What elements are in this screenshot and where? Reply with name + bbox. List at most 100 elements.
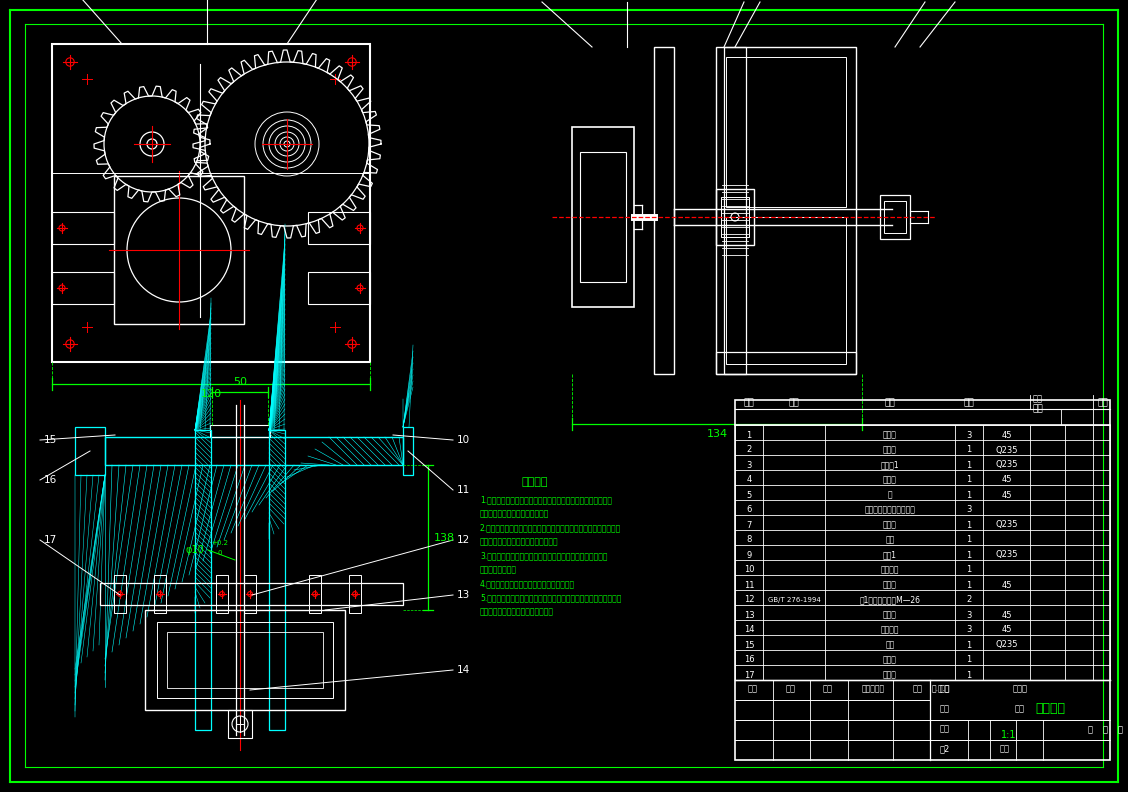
Text: 9: 9 [747, 550, 751, 559]
Bar [195, 430, 211, 730]
Text: 六角螺母: 六角螺母 [881, 626, 899, 634]
Text: 120: 120 [201, 389, 221, 399]
Bar [268, 430, 285, 730]
Text: 1: 1 [967, 656, 971, 664]
Text: 固定片1: 固定片1 [881, 460, 899, 470]
Text: 年.月.日: 年.月.日 [932, 684, 950, 694]
Bar [114, 176, 244, 324]
Text: 3: 3 [747, 460, 751, 470]
Bar [244, 575, 256, 613]
Bar [716, 189, 754, 245]
Text: 分区: 分区 [823, 684, 832, 694]
Bar [146, 610, 345, 710]
Text: 134: 134 [706, 429, 728, 439]
Text: 标注: 标注 [1001, 744, 1010, 753]
Text: 45: 45 [1002, 626, 1012, 634]
Text: 审核: 审核 [940, 705, 950, 714]
Text: 批准: 批准 [1015, 705, 1025, 714]
Bar [726, 57, 846, 207]
Text: 7: 7 [747, 520, 751, 530]
Text: 主动齿轮: 主动齿轮 [881, 565, 899, 574]
Text: 图2: 图2 [940, 744, 950, 753]
Bar [716, 352, 856, 374]
Text: 验部门的合格证明方能进行装配。: 验部门的合格证明方能进行装配。 [481, 509, 549, 519]
Text: 1: 1 [967, 581, 971, 589]
Text: 电机: 电机 [885, 535, 895, 545]
Bar [580, 152, 626, 282]
Bar [721, 197, 749, 237]
Text: 4.装配过程中零件不允许磕碰、划伤和锈蚀。: 4.装配过程中零件不允许磕碰、划伤和锈蚀。 [481, 580, 575, 588]
Text: 序号: 序号 [743, 398, 755, 408]
Text: 16: 16 [743, 656, 755, 664]
Text: 标记: 标记 [748, 684, 758, 694]
Text: 标准化: 标准化 [1013, 684, 1028, 694]
Text: 1: 1 [967, 490, 971, 500]
Bar [884, 201, 906, 233]
Text: 1: 1 [747, 431, 751, 440]
Text: 14: 14 [743, 626, 755, 634]
Text: 更改文件号: 更改文件号 [862, 684, 884, 694]
Bar [309, 575, 321, 613]
Text: 轴: 轴 [888, 490, 892, 500]
Text: Q235: Q235 [996, 520, 1019, 530]
Text: 45: 45 [1002, 490, 1012, 500]
Bar [210, 425, 270, 437]
Text: 1: 1 [967, 445, 971, 455]
Text: 2: 2 [967, 596, 971, 604]
Text: 二维总图: 二维总图 [1036, 702, 1065, 714]
Text: 左箱片: 左箱片 [883, 671, 897, 680]
Text: 轴承座: 轴承座 [883, 445, 897, 455]
Text: 10: 10 [457, 435, 469, 445]
Bar [105, 437, 403, 465]
Text: 5.螺钉、螺栓和螺母紧固时，严禁打击或使用不合适的旋具和扳手，: 5.螺钉、螺栓和螺母紧固时，严禁打击或使用不合适的旋具和扳手， [481, 593, 622, 603]
Text: 1: 1 [967, 565, 971, 574]
Text: 45: 45 [1002, 611, 1012, 619]
Text: 签名: 签名 [913, 684, 923, 694]
Text: 共: 共 [1087, 725, 1093, 734]
Text: 轴承1: 轴承1 [883, 550, 897, 559]
Text: Q235: Q235 [996, 445, 1019, 455]
Text: 17: 17 [43, 535, 56, 545]
Text: 代号: 代号 [788, 398, 800, 408]
Bar [155, 575, 166, 613]
Bar [308, 212, 370, 244]
Text: 3: 3 [967, 611, 971, 619]
Text: Q235: Q235 [996, 550, 1019, 559]
Text: 13: 13 [743, 611, 755, 619]
Bar [880, 195, 910, 239]
Text: 2.零件在装配前必须清理和清洗干净，不得有毛刺、飞边、氧化皮、: 2.零件在装配前必须清理和清洗干净，不得有毛刺、飞边、氧化皮、 [481, 524, 622, 532]
Text: Q235: Q235 [996, 641, 1019, 649]
Bar [52, 212, 114, 244]
Text: 处数: 处数 [785, 684, 795, 694]
Text: 8: 8 [747, 535, 751, 545]
Text: 13: 13 [457, 590, 469, 600]
Bar [52, 272, 114, 304]
Text: 1:1: 1:1 [1001, 730, 1016, 740]
Bar [74, 427, 105, 475]
Text: 第: 第 [1118, 725, 1122, 734]
Text: 销轴平: 销轴平 [883, 611, 897, 619]
Text: 3: 3 [967, 626, 971, 634]
Text: 关精度进行复查。: 关精度进行复查。 [481, 565, 517, 574]
Text: +0.2: +0.2 [212, 540, 229, 546]
Bar [735, 400, 1110, 760]
Text: 15: 15 [743, 641, 755, 649]
Text: 页: 页 [1102, 725, 1108, 734]
Bar [403, 427, 413, 475]
Text: 4: 4 [747, 475, 751, 485]
Text: 45: 45 [1002, 431, 1012, 440]
Bar [654, 47, 675, 374]
Text: 1: 1 [967, 460, 971, 470]
Text: GB/T 276-1994: GB/T 276-1994 [768, 597, 820, 603]
Bar [167, 632, 323, 688]
Text: 内1螺方螺母螺栓M—26: 内1螺方螺母螺栓M—26 [860, 596, 920, 604]
Bar [308, 272, 370, 304]
Bar [724, 47, 746, 374]
Text: 3: 3 [967, 431, 971, 440]
Text: 5: 5 [747, 490, 751, 500]
Text: 重量: 重量 [1033, 394, 1043, 403]
Text: φ10: φ10 [186, 545, 204, 555]
Text: 138: 138 [433, 533, 455, 543]
Text: 11: 11 [743, 581, 755, 589]
Text: 右箱盖: 右箱盖 [883, 656, 897, 664]
